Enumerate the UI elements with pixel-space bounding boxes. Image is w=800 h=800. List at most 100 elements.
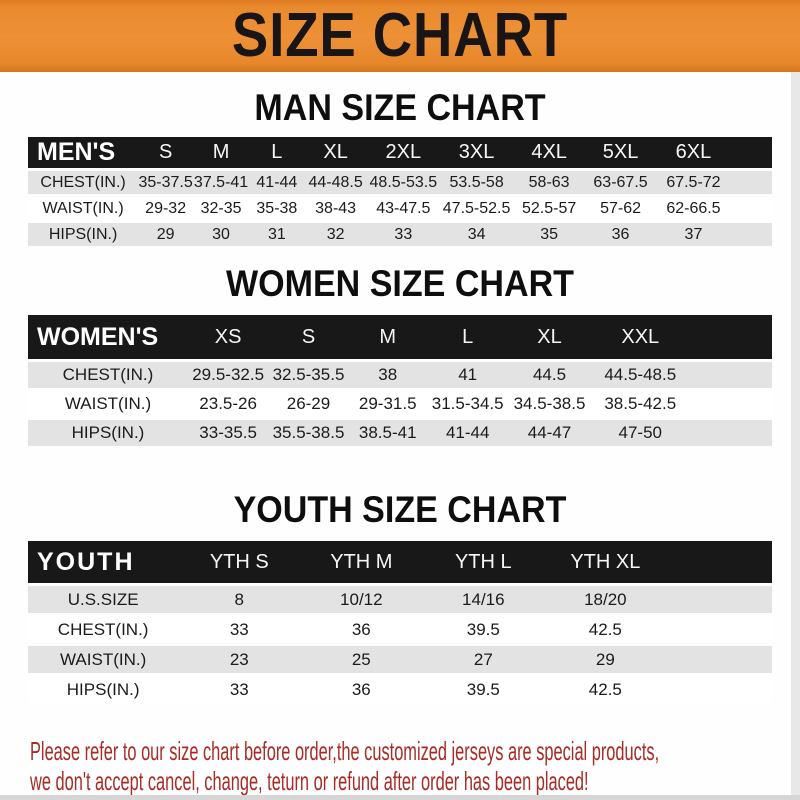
table-cell: 38-43 <box>315 199 357 217</box>
table-cell: 44-47 <box>527 423 572 442</box>
table-cell: 27 <box>473 649 493 669</box>
row-label: U.S.SIZE <box>67 589 139 609</box>
table-cell: 57-62 <box>600 199 641 217</box>
table-cell: 32 <box>326 225 345 243</box>
row-label: CHEST(IN.) <box>40 173 126 191</box>
table-cell: 47.5-52.5 <box>442 199 511 217</box>
men-section-title: MAN SIZE CHART <box>254 87 546 128</box>
table-cell: 31.5-34.5 <box>431 394 504 413</box>
table-cell: 29 <box>156 225 175 243</box>
row-spacer <box>731 171 772 194</box>
table-cell: 26-29 <box>286 394 331 413</box>
table-cell: 29-32 <box>145 199 187 217</box>
table-cell: 42.5 <box>588 619 622 639</box>
row-spacer <box>666 586 772 613</box>
table-cell: 33 <box>229 619 249 639</box>
size-column-header: XXL <box>621 325 660 348</box>
size-column-header: XL <box>537 325 562 348</box>
table-cell: 38 <box>378 365 398 384</box>
scan-edge-right <box>791 72 800 800</box>
size-column-header: XS <box>214 325 242 348</box>
table-corner-label: MEN'S <box>37 138 116 166</box>
size-column-header: M <box>379 325 397 348</box>
table-cell: 39.5 <box>466 619 500 639</box>
row-label: HIPS(IN.) <box>66 679 140 699</box>
table-cell: 33 <box>229 679 249 699</box>
table-cell: 35-37.5 <box>138 173 193 191</box>
table-cell: 30 <box>212 225 230 243</box>
table-row: HIPS(IN.) 33-35.5 35.5-38.5 38.5-41 41-44 44-… <box>28 420 772 446</box>
row-label: HIPS(IN.) <box>48 225 118 243</box>
size-column-header: 4XL <box>531 141 567 163</box>
table-cell: 34.5-38.5 <box>513 394 586 413</box>
size-column-header: 6XL <box>675 141 712 163</box>
table-row: HIPS(IN.) 29 30 31 32 33 34 35 36 37 <box>28 223 772 246</box>
table-cell: 35-38 <box>256 199 298 217</box>
youth-section-title: YOUTH SIZE CHART <box>233 489 567 530</box>
table-cell: 29-31.5 <box>358 394 417 413</box>
footnote: Please refer to our size chart before or… <box>30 736 800 796</box>
size-column-header: YTH L <box>454 550 512 573</box>
size-column-header: L <box>462 325 474 348</box>
table-cell: 25 <box>351 649 371 669</box>
table-row: CHEST(IN.) 33 36 39.5 42.5 <box>28 616 772 643</box>
table-cell: 43-47.5 <box>376 199 431 217</box>
table-cell: 38.5-42.5 <box>604 394 677 413</box>
table-row: HIPS(IN.) 33 36 39.5 42.5 <box>28 676 772 703</box>
size-column-header: XL <box>323 141 348 163</box>
size-column-header: YTH XL <box>570 550 641 573</box>
table-cell: 41 <box>458 365 478 384</box>
table-cell: 36 <box>351 619 371 639</box>
table-cell: 53.5-58 <box>449 173 504 191</box>
size-column-header: S <box>158 141 173 163</box>
row-spacer <box>731 223 772 246</box>
page-title: SIZE CHART <box>231 1 569 70</box>
table-cell: 36 <box>611 225 630 243</box>
row-label: WAIST(IN.) <box>60 649 147 669</box>
row-spacer <box>666 646 772 673</box>
table-cell: 35 <box>540 225 559 243</box>
table-cell: 44.5 <box>532 365 567 384</box>
table-cell: 32-35 <box>200 199 242 217</box>
table-cell: 41-44 <box>256 173 298 191</box>
table-cell: 62-66.5 <box>666 199 721 217</box>
row-label: HIPS(IN.) <box>71 423 145 442</box>
table-corner-label: YOUTH <box>37 547 135 576</box>
table-cell: 23 <box>229 649 249 669</box>
size-column-header: 5XL <box>602 141 639 163</box>
table-cell: 38.5-41 <box>358 423 417 442</box>
table-cell: 10/12 <box>340 589 383 609</box>
row-label: WAIST(IN.) <box>64 394 152 413</box>
size-column-header: YTH M <box>330 550 393 573</box>
table-row: WAIST(IN.) 29-32 32-35 35-38 38-43 43-47.5 47.… <box>28 197 772 220</box>
table-cell: 8 <box>234 589 245 609</box>
table-cell: 58-63 <box>528 173 570 191</box>
table-cell: 34 <box>467 225 486 243</box>
table-cell: 47-50 <box>618 423 662 442</box>
size-column-header: 3XL <box>458 141 495 163</box>
row-spacer <box>690 362 772 388</box>
women-size-table: WOMEN'S XS S M L XL XXL CHEST(IN.) 29.5-32.5 32.5… <box>28 312 772 449</box>
women-section-title: WOMEN SIZE CHART <box>226 263 574 304</box>
table-cell: 36 <box>351 679 371 699</box>
table-cell: 44.5-48.5 <box>604 365 677 384</box>
table-row: U.S.SIZE 8 10/12 14/16 18/20 <box>28 586 772 613</box>
table-cell: 44-48.5 <box>308 173 363 191</box>
table-cell: 37.5-41 <box>193 173 249 191</box>
header-spacer <box>690 315 772 359</box>
table-cell: 29 <box>595 649 615 669</box>
size-column-header: S <box>301 325 316 348</box>
footnote-line-2: we don't accept cancel, change, teturn o… <box>30 766 589 796</box>
table-cell: 18/20 <box>584 589 627 609</box>
table-header-row: YOUTH YTH S YTH M YTH L YTH XL <box>28 541 772 583</box>
table-cell: 37 <box>684 225 703 243</box>
table-cell: 31 <box>267 225 286 243</box>
size-column-header: L <box>271 141 283 163</box>
table-header-row: MEN'S S M L XL 2XL 3XL 4XL 5XL 6XL <box>28 137 772 168</box>
row-label: CHEST(IN.) <box>57 619 149 639</box>
table-header-row: WOMEN'S XS S M L XL XXL <box>28 315 772 359</box>
table-row: CHEST(IN.) 35-37.5 37.5-41 41-44 44-48.5 48.5… <box>28 171 772 194</box>
table-cell: 29.5-32.5 <box>192 365 265 384</box>
table-corner-label: WOMEN'S <box>37 322 159 351</box>
row-label: CHEST(IN.) <box>62 365 154 384</box>
